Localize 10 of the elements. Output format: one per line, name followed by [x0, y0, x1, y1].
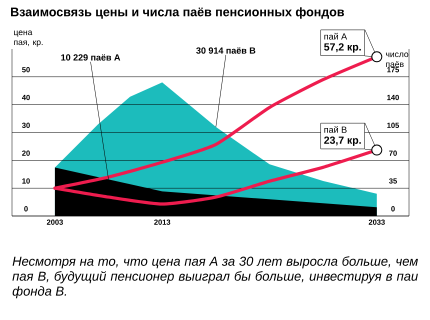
y-axis-title: цена пая, кр.: [14, 30, 43, 47]
data-label: 23,7 кр.: [324, 136, 361, 146]
text: пай В: [324, 126, 347, 133]
y2-axis-title: число паёв: [386, 52, 408, 68]
data-label: 57,2 кр.: [324, 43, 361, 53]
annotation: 30 914 паёв В: [196, 47, 256, 54]
chart-title: Взаимосвязь цены и числа паёв пенсионных фондов: [11, 7, 344, 19]
text: пай А: [324, 32, 348, 40]
annotation: 10 229 паёв А: [61, 54, 120, 61]
text: Несмотря на то, что цена пая А за 30 лет выросла больше, чем пая В, будущий пенсионер выиграл бы больше, инвестируя в паи фонда В.: [12, 256, 418, 298]
